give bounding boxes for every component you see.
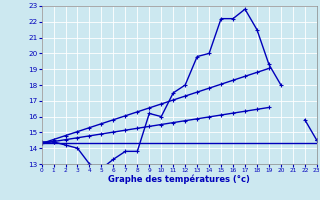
X-axis label: Graphe des températures (°c): Graphe des températures (°c) — [108, 175, 250, 184]
